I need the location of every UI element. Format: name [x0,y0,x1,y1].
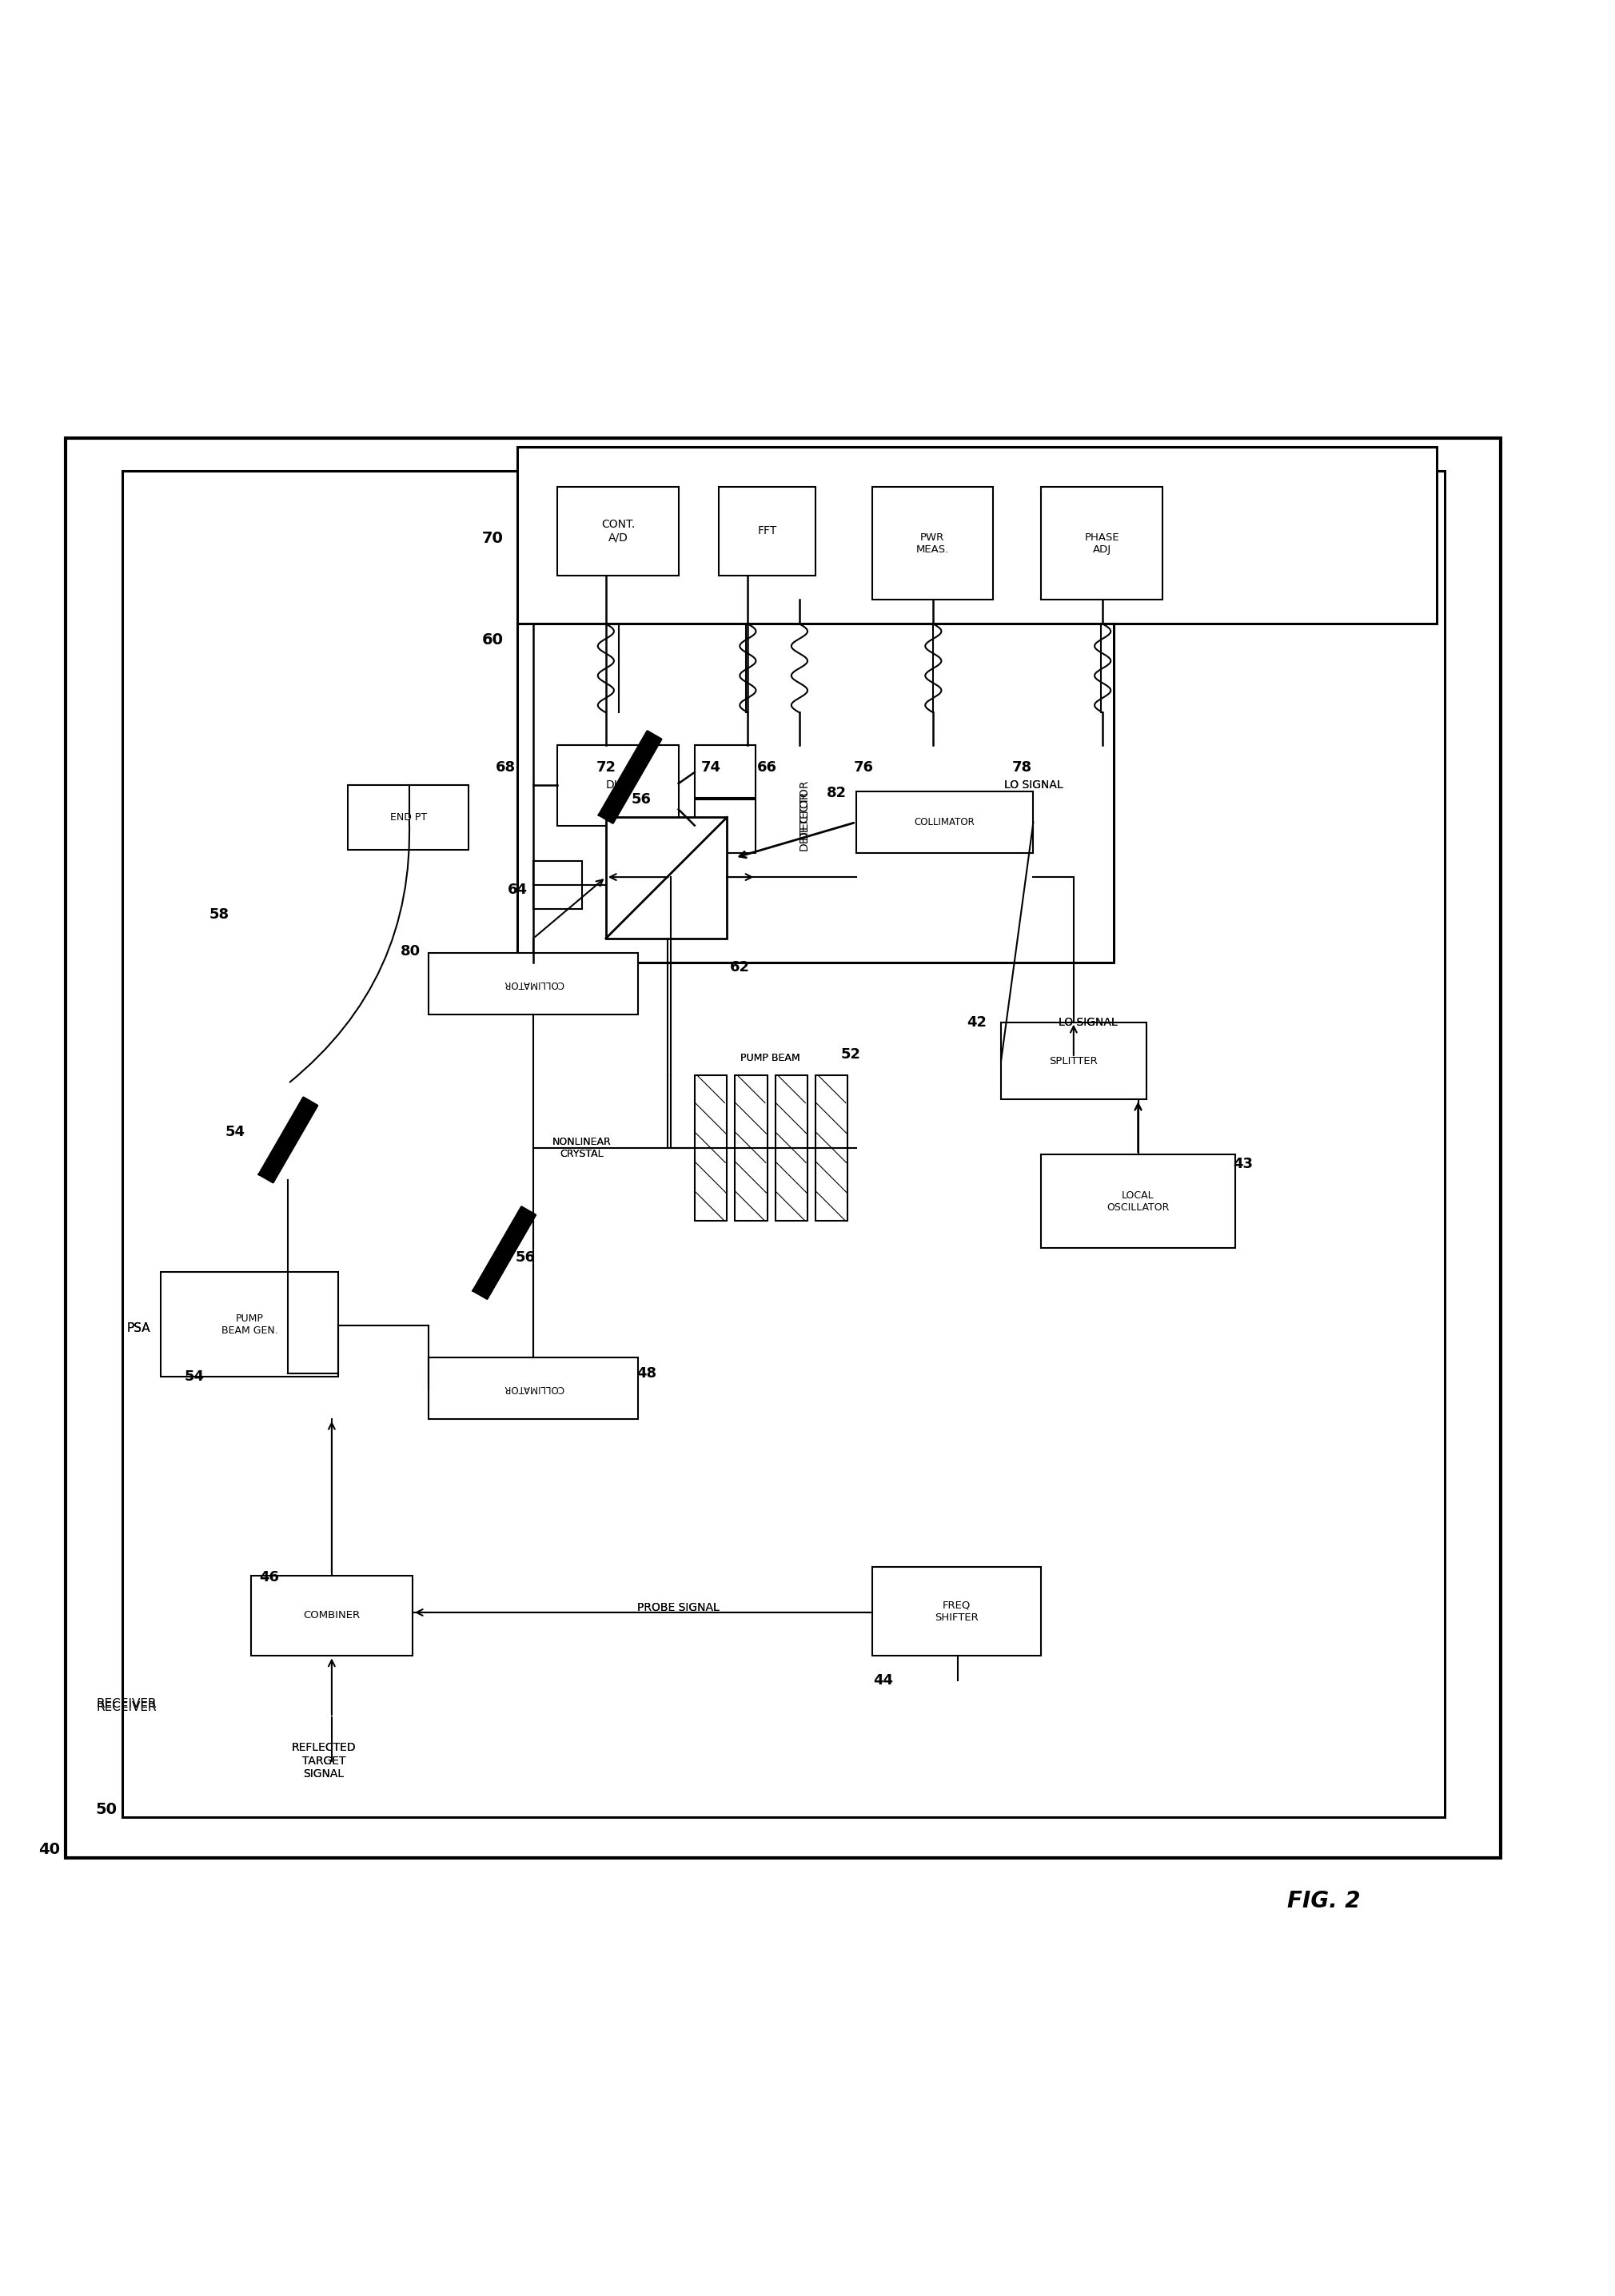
Text: DETECTOR: DETECTOR [799,778,809,840]
Text: PROBE SIGNAL: PROBE SIGNAL [638,1603,720,1614]
Text: 58: 58 [208,907,229,921]
Bar [517,625,1114,962]
Text: 70: 70 [483,530,504,546]
Text: 43: 43 [1232,1157,1253,1171]
Text: PUMP BEAM: PUMP BEAM [741,1052,801,1063]
Text: RECEIVER: RECEIVER [97,1699,157,1711]
Text: COLLIMATOR: COLLIMATOR [502,1382,564,1394]
Text: 72: 72 [596,760,615,774]
Bar [775,1075,808,1221]
Bar [428,1357,638,1419]
Bar [428,953,638,1015]
Text: 50: 50 [95,1802,116,1816]
Bar [557,744,678,827]
Bar [1042,1155,1235,1249]
Text: 54: 54 [224,1125,245,1139]
Bar [872,487,993,599]
Text: PWR
MEAS.: PWR MEAS. [916,533,950,553]
Bar [123,471,1444,1816]
Text: CONT.
A/D: CONT. A/D [601,519,635,544]
Bar [606,817,727,939]
Text: FREQ
SHIFTER: FREQ SHIFTER [935,1600,979,1623]
Bar [557,487,678,576]
Text: 68: 68 [496,760,515,774]
Text: COLLIMATOR: COLLIMATOR [502,978,564,990]
Text: 42: 42 [967,1015,987,1029]
Polygon shape [599,730,661,822]
Text: NONLINEAR
CRYSTAL: NONLINEAR CRYSTAL [552,1137,610,1159]
Bar [250,1575,412,1655]
Text: 78: 78 [1013,760,1032,774]
Text: PSA: PSA [126,1322,150,1334]
Text: PROBE SIGNAL: PROBE SIGNAL [638,1603,720,1614]
Text: 52: 52 [841,1047,861,1061]
Text: 60: 60 [483,631,504,647]
Text: 48: 48 [636,1366,656,1380]
Text: 80: 80 [401,944,422,957]
Text: 54: 54 [184,1371,205,1384]
Bar [694,744,756,799]
Bar [816,1075,848,1221]
Text: REFLECTED
TARGET
SIGNAL: REFLECTED TARGET SIGNAL [291,1743,355,1779]
Text: 44: 44 [874,1674,893,1688]
Text: 62: 62 [730,960,749,974]
Text: 82: 82 [827,785,846,801]
Text: SPLITTER: SPLITTER [1050,1056,1098,1065]
Text: 74: 74 [701,760,720,774]
Bar [162,1272,338,1378]
Bar [694,799,756,852]
Polygon shape [258,1097,317,1182]
Text: PUMP BEAM: PUMP BEAM [741,1052,801,1063]
Text: DETECTOR: DETECTOR [799,790,809,852]
Text: 46: 46 [258,1570,279,1584]
Text: 76: 76 [854,760,874,774]
Bar [872,1568,1042,1655]
Bar [347,785,468,850]
Text: RECEIVER: RECEIVER [97,1701,157,1713]
Text: LO SIGNAL: LO SIGNAL [1005,781,1063,790]
Text: PSA: PSA [126,1322,150,1334]
Text: FIG. 2: FIG. 2 [1287,1890,1360,1913]
Bar [719,487,816,576]
Text: COLLIMATOR: COLLIMATOR [914,817,975,827]
Polygon shape [473,1208,536,1300]
Text: 56: 56 [515,1251,535,1265]
Text: 66: 66 [757,760,777,774]
Text: NONLINEAR
CRYSTAL: NONLINEAR CRYSTAL [552,1137,610,1159]
Text: LO SIGNAL: LO SIGNAL [1005,781,1063,790]
Bar [1001,1022,1147,1100]
Text: PHASE
ADJ: PHASE ADJ [1084,533,1119,553]
Text: PUMP
BEAM GEN.: PUMP BEAM GEN. [221,1313,278,1336]
Text: LOCAL
OSCILLATOR: LOCAL OSCILLATOR [1106,1189,1169,1212]
Text: LO SIGNAL: LO SIGNAL [1059,1017,1118,1029]
Bar [533,861,581,909]
Text: FFT: FFT [757,526,777,537]
Bar [694,1075,727,1221]
Bar [517,445,1436,625]
Text: REFLECTED
TARGET
SIGNAL: REFLECTED TARGET SIGNAL [291,1743,355,1779]
Text: DIFF: DIFF [606,781,630,790]
Text: 64: 64 [507,882,526,898]
Bar [66,439,1500,1857]
Bar [735,1075,767,1221]
Text: 40: 40 [39,1841,60,1857]
Bar [1042,487,1163,599]
Text: LO SIGNAL: LO SIGNAL [1059,1017,1118,1029]
Text: END PT: END PT [389,813,426,822]
Text: COMBINER: COMBINER [304,1609,360,1621]
Bar [856,792,1034,852]
Text: 56: 56 [631,792,651,806]
